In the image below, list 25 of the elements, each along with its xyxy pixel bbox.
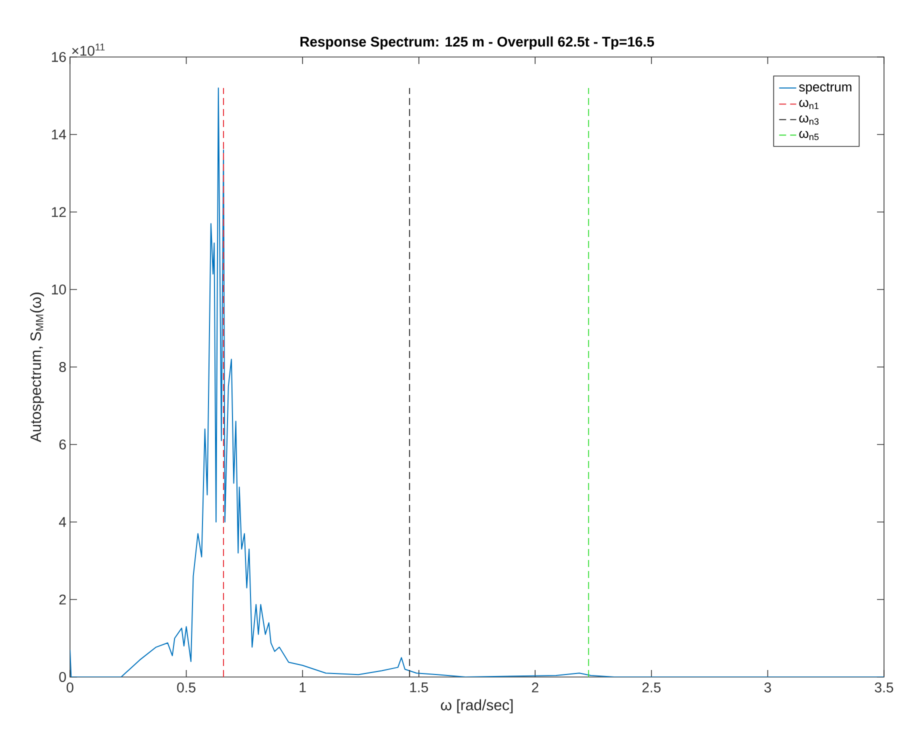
x-axis-title: ω [rad/sec] [440, 699, 513, 714]
x-tick-label: 0 [66, 682, 74, 692]
y-tick-label: 6 [59, 440, 66, 450]
y-tick-label: 10 [52, 284, 66, 294]
y-tick-label: 4 [58, 517, 66, 527]
legend-label: ω$_{n1}$ [799, 100, 819, 110]
y-tick-label: 16 [52, 52, 66, 62]
text: ×10$^{11}$ [72, 44, 105, 56]
legend-label: ω$_{n5}$ [799, 130, 819, 140]
x-tick-label: 2 [532, 682, 538, 692]
y-axis-title: Autospectrum, S$_{MM}$(ω) [30, 292, 44, 442]
x-tick-label: 2.5 [642, 682, 661, 692]
x-tick-label: 3.5 [874, 682, 894, 692]
legend-label: spectrum [799, 82, 852, 94]
x-tick-label: 3 [764, 682, 771, 692]
chart-title: Response Spectrum: 125 m - Overpull 62.5t - Tp=16.5 [300, 36, 654, 50]
y-tick-label: 0 [59, 672, 66, 682]
x-tick-label: 1.5 [410, 682, 428, 692]
legend-label: ω$_{n3}$ [799, 115, 819, 125]
y-tick-label: 12 [52, 207, 66, 217]
y-tick-label: 8 [59, 362, 66, 372]
x-tick-label: 1 [300, 682, 306, 692]
x-tick-label: 0.5 [177, 682, 196, 692]
y-tick-label: 14 [52, 130, 66, 140]
y-tick-label: 2 [59, 594, 66, 604]
